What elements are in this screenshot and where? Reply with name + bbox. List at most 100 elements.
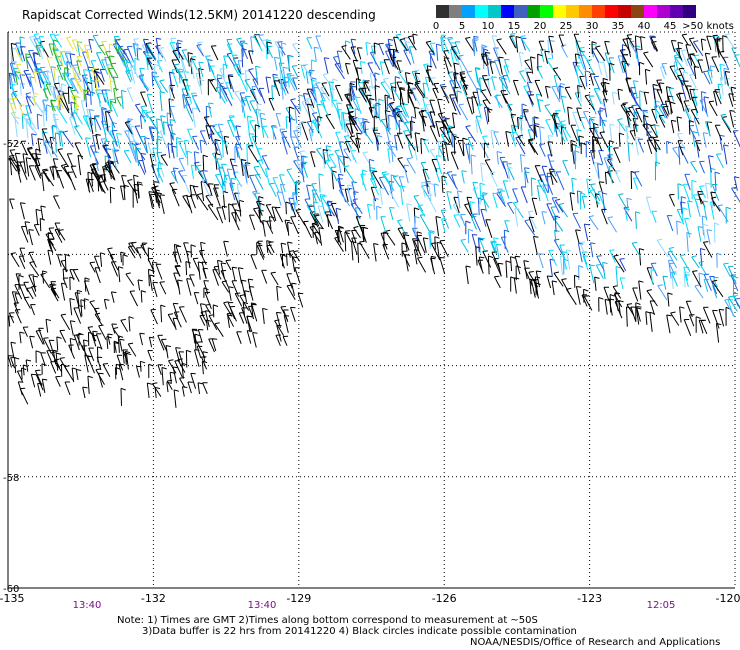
wind-barb (481, 195, 490, 208)
wind-barb-flag (255, 173, 261, 176)
wind-barb-flag (222, 63, 228, 67)
wind-barb-flag (475, 246, 481, 249)
wind-barb-flag (608, 166, 614, 168)
wind-barb (449, 94, 457, 111)
wind-barb-flag (76, 60, 82, 62)
wind-barb (172, 50, 181, 64)
wind-barb (512, 188, 519, 203)
wind-barb (77, 305, 82, 318)
wind-barb (10, 112, 20, 125)
wind-barb-flag (694, 65, 700, 68)
wind-barb-flag (76, 369, 82, 371)
wind-barb (499, 190, 506, 205)
wind-barb (172, 251, 179, 265)
wind-barb-flag (602, 77, 609, 81)
wind-barb (472, 92, 479, 106)
wind-barb (428, 231, 432, 247)
wind-barb-flag (383, 231, 389, 234)
wind-barb (676, 75, 684, 86)
wind-barb (34, 370, 43, 387)
wind-barb (313, 87, 318, 104)
wind-barb-flag (609, 123, 615, 126)
wind-barb (437, 113, 448, 130)
wind-barb (126, 87, 134, 102)
wind-barbs (7, 33, 740, 408)
wind-barb (598, 181, 604, 195)
wind-barb (272, 177, 280, 192)
wind-barb (404, 72, 408, 85)
wind-barb (217, 260, 221, 275)
wind-barb-flag (692, 131, 698, 134)
wind-barb (205, 304, 211, 315)
wind-barb (670, 40, 676, 52)
credit-line: NOAA/NESDIS/Office of Research and Appli… (470, 637, 721, 648)
wind-barb-flag (25, 105, 31, 107)
wind-barb (650, 263, 658, 277)
wind-barb-flag (393, 48, 399, 52)
wind-barb (356, 132, 361, 149)
wind-barb (127, 343, 137, 357)
wind-barb (583, 296, 593, 311)
wind-barb-flag (71, 95, 77, 98)
wind-barb-flag (646, 289, 652, 292)
wind-barb (352, 199, 363, 214)
wind-barb-flag (202, 360, 208, 364)
wind-barb (702, 224, 706, 240)
wind-barb (107, 110, 116, 128)
wind-barb (185, 261, 188, 276)
wind-barb (32, 52, 38, 69)
wind-barb (390, 57, 399, 70)
wind-barb (396, 60, 402, 74)
wind-barb-flag (482, 250, 488, 252)
wind-barb (498, 77, 511, 95)
lon-tick-label: -120 (715, 592, 740, 605)
wind-barb (222, 64, 225, 79)
wind-barb (651, 42, 658, 52)
wind-barb (47, 250, 52, 265)
wind-barb (651, 211, 657, 223)
wind-barb-flag (61, 282, 67, 285)
wind-barb-flag (60, 130, 66, 133)
wind-barb-flag (128, 316, 134, 319)
wind-barb (713, 91, 718, 106)
wind-barb (631, 242, 641, 257)
wind-barb-flag (712, 279, 718, 282)
wind-barb-flag (295, 208, 301, 211)
wind-barb (507, 167, 511, 182)
wind-barb (242, 302, 245, 316)
wind-barb (658, 115, 666, 128)
wind-barb (417, 205, 426, 217)
wind-barb-flag (425, 180, 431, 183)
wind-barb (358, 89, 367, 102)
wind-barb (167, 124, 174, 141)
wind-barb (283, 315, 289, 334)
wind-barb-flag (89, 261, 95, 264)
wind-barb (211, 338, 217, 352)
wind-barb-flag (216, 158, 223, 160)
wind-barb (545, 119, 554, 136)
wind-barb-flag (260, 117, 267, 121)
wind-barb-flag (440, 83, 446, 86)
wind-barb (80, 299, 83, 317)
wind-barb (410, 88, 421, 106)
wind-barb-flag (157, 53, 164, 56)
wind-barb-flag (313, 84, 319, 87)
wind-barb (28, 165, 36, 181)
wind-barb-flag (369, 85, 375, 89)
wind-barb (300, 122, 309, 141)
wind-barb (302, 155, 305, 168)
wind-barb (590, 150, 595, 165)
wind-barb (320, 93, 326, 111)
wind-barb-flag (255, 65, 261, 68)
wind-barb (614, 170, 621, 183)
wind-barb (686, 85, 691, 101)
wind-barb-flag (650, 269, 656, 272)
wind-barb (96, 52, 104, 70)
wind-barb-flag (116, 133, 122, 135)
wind-barb (353, 227, 361, 239)
wind-barb-flag (118, 335, 124, 338)
wind-barb (216, 78, 228, 96)
wind-barb-flag (328, 81, 334, 84)
wind-barb-flag (157, 135, 163, 139)
wind-barb (290, 307, 296, 322)
